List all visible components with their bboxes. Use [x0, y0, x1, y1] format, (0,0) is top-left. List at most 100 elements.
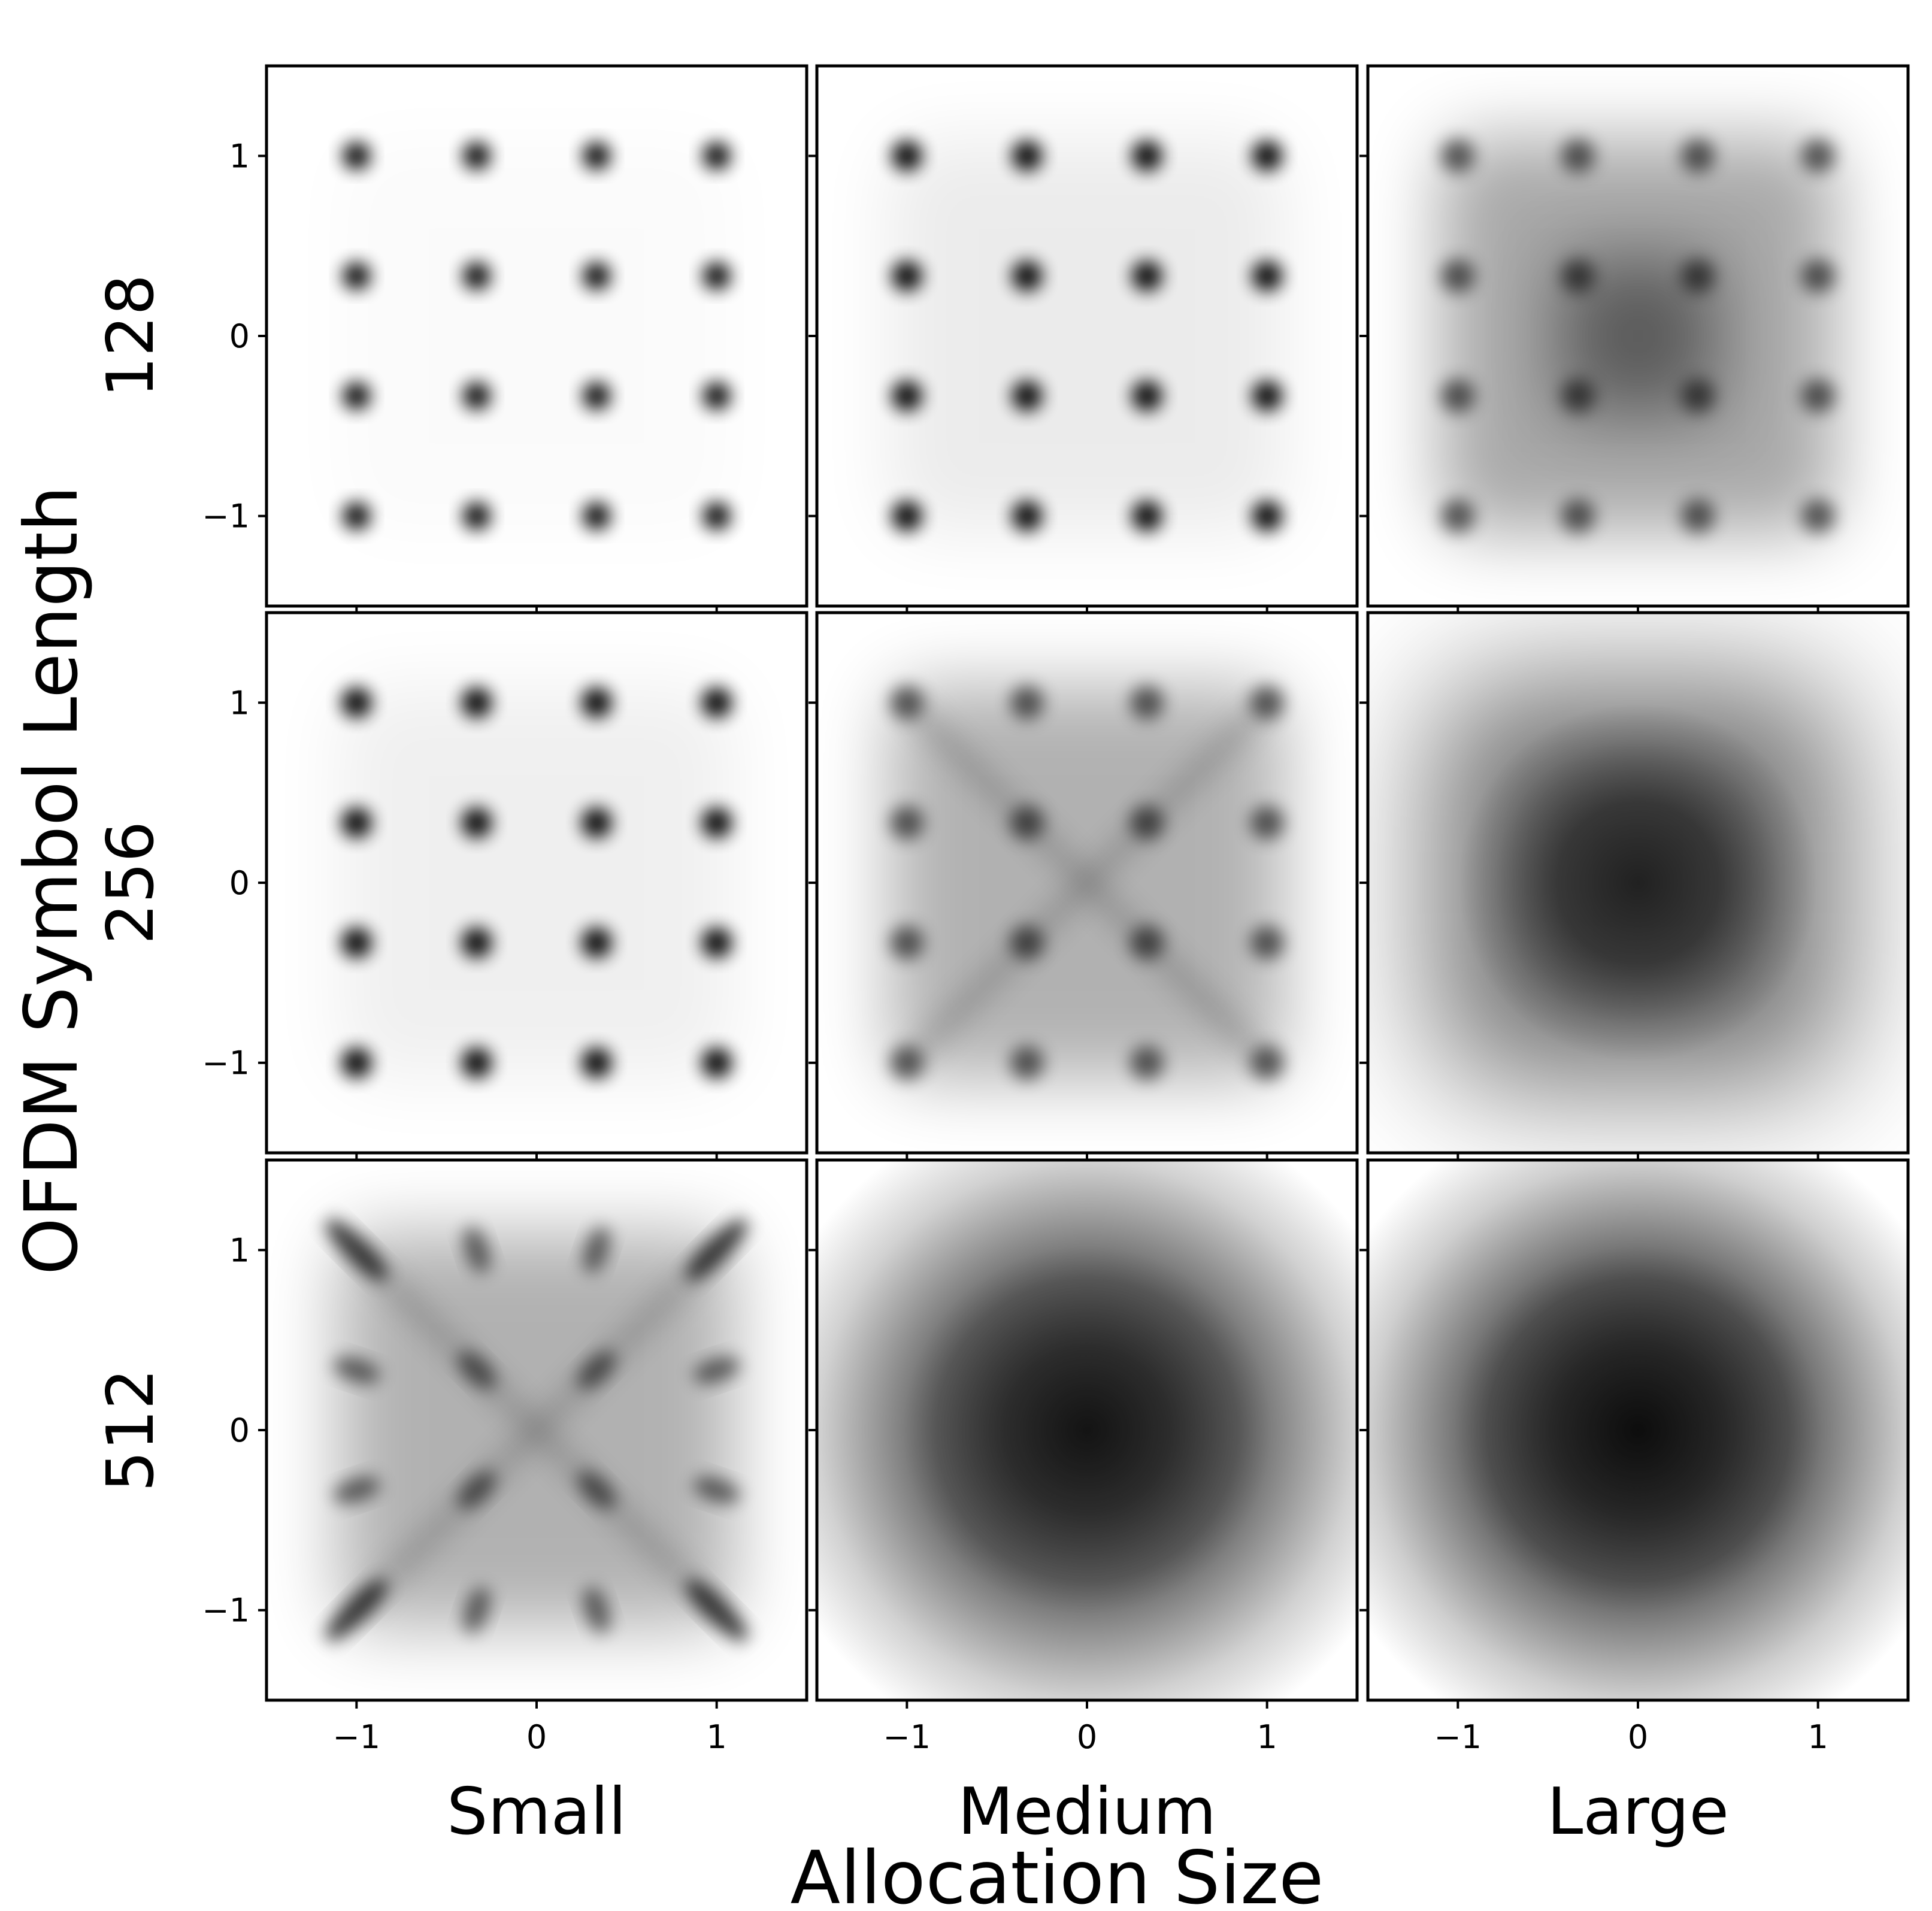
- y-tick-label: 1: [229, 137, 250, 175]
- constellation-point: [461, 807, 492, 838]
- constellation-point: [1561, 499, 1595, 533]
- y-tick-label: 0: [229, 1412, 250, 1449]
- constellation-point: [701, 687, 732, 718]
- constellation-point: [702, 262, 731, 290]
- constellation-point: [1130, 1046, 1164, 1080]
- constellation-point: [458, 1471, 496, 1509]
- y-tick-label: 1: [229, 1231, 250, 1269]
- constellation-point: [1012, 501, 1043, 532]
- constellation-point: [461, 927, 492, 958]
- constellation-point: [686, 1579, 748, 1642]
- constellation-point: [1681, 499, 1715, 533]
- constellation-point: [325, 1579, 387, 1642]
- constellation-point: [343, 262, 371, 290]
- y-tick-label: 1: [229, 684, 250, 722]
- constellation-point: [1250, 926, 1284, 960]
- constellation-point: [1131, 380, 1162, 411]
- constellation-point: [891, 380, 922, 411]
- column-label-large: Large: [1547, 1774, 1729, 1849]
- constellation-point: [1441, 139, 1475, 173]
- constellation-point: [1801, 499, 1835, 533]
- x-axis-title: Allocation Size: [791, 1836, 1324, 1911]
- constellation-point: [1561, 259, 1595, 293]
- y-tick-label: −1: [202, 1592, 250, 1630]
- constellation-point: [325, 1219, 387, 1281]
- row-label-512: 512: [93, 1368, 168, 1492]
- constellation-point: [333, 1356, 380, 1384]
- constellation-point: [1131, 501, 1162, 532]
- x-tick-label: −1: [333, 1718, 381, 1756]
- constellation-point: [1681, 379, 1715, 413]
- constellation-point: [341, 687, 372, 718]
- column-label-small: Small: [447, 1774, 626, 1849]
- panel-512-medium: −1 0 1: [808, 1158, 1359, 1756]
- constellation-point: [462, 381, 491, 410]
- constellation-point: [1012, 140, 1043, 171]
- constellation-point: [891, 501, 922, 532]
- panel-256-small: −1 0 1: [202, 611, 808, 1161]
- constellation-point: [890, 1046, 924, 1080]
- panel-128-large: [1359, 64, 1910, 614]
- x-tick-label: 0: [1628, 1718, 1648, 1756]
- constellation-point: [341, 807, 372, 838]
- constellation-point: [1441, 499, 1475, 533]
- constellation-point: [1010, 926, 1044, 960]
- density-core: [1453, 1246, 1822, 1615]
- x-tick-label: −1: [1434, 1718, 1482, 1756]
- constellation-point: [581, 927, 612, 958]
- constellation-point: [577, 1351, 616, 1389]
- constellation-point: [463, 1587, 490, 1634]
- constellation-point: [702, 142, 731, 170]
- panel-grid: −1 0 1 −1 0 1 −1 0 1 −1 0 1 −1 0 1 −1 0 1: [202, 64, 1910, 1756]
- constellation-point: [1681, 259, 1715, 293]
- constellation-point: [581, 1047, 612, 1079]
- y-tick-label: 0: [229, 317, 250, 355]
- column-label-medium: Medium: [958, 1774, 1216, 1849]
- panel-128-medium: [808, 64, 1359, 614]
- constellation-point: [343, 142, 371, 170]
- constellation-point: [333, 1476, 380, 1504]
- constellation-point: [462, 502, 491, 530]
- x-tick-label: 0: [1077, 1718, 1097, 1756]
- constellation-point: [1130, 686, 1164, 720]
- haze: [338, 138, 734, 534]
- constellation-point: [1010, 686, 1044, 720]
- constellation-point: [462, 262, 491, 290]
- constellation-point: [463, 1226, 490, 1273]
- constellation-point: [583, 1587, 610, 1634]
- constellation-point: [1801, 139, 1835, 173]
- constellation-point: [701, 1047, 732, 1079]
- constellation-point: [694, 1476, 740, 1504]
- constellation-point: [890, 805, 924, 840]
- constellation-point: [702, 381, 731, 410]
- constellation-point: [1801, 379, 1835, 413]
- constellation-point: [458, 1351, 496, 1389]
- haze: [889, 138, 1285, 534]
- constellation-point: [891, 261, 922, 292]
- diagonal-streak: [348, 1241, 725, 1619]
- constellation-point: [1012, 380, 1043, 411]
- x-tick-label: 1: [1256, 1718, 1277, 1756]
- constellation-point: [1681, 139, 1715, 173]
- constellation-point: [1131, 140, 1162, 171]
- constellation-point: [1441, 259, 1475, 293]
- constellation-point: [1130, 805, 1164, 840]
- constellation-point: [581, 687, 612, 718]
- constellation-point: [341, 1047, 372, 1079]
- constellation-point: [1131, 261, 1162, 292]
- density-core: [1458, 703, 1818, 1062]
- constellation-point: [582, 262, 611, 290]
- constellation-point: [891, 140, 922, 171]
- constellation-point: [582, 142, 611, 170]
- x-tick-label: 1: [706, 1718, 726, 1756]
- constellation-point: [583, 1226, 610, 1273]
- constellation-point: [702, 502, 731, 530]
- constellation-point: [582, 502, 611, 530]
- panel-128-small: −1 0 1: [202, 64, 808, 614]
- constellation-point: [343, 381, 371, 410]
- panel-256-medium: [808, 611, 1359, 1161]
- axis-labels: Small Medium Large 128 256 512 Allocation Size…: [9, 274, 1729, 1911]
- constellation-point: [1010, 1046, 1044, 1080]
- x-tick-label: 0: [526, 1718, 547, 1756]
- constellation-point: [462, 142, 491, 170]
